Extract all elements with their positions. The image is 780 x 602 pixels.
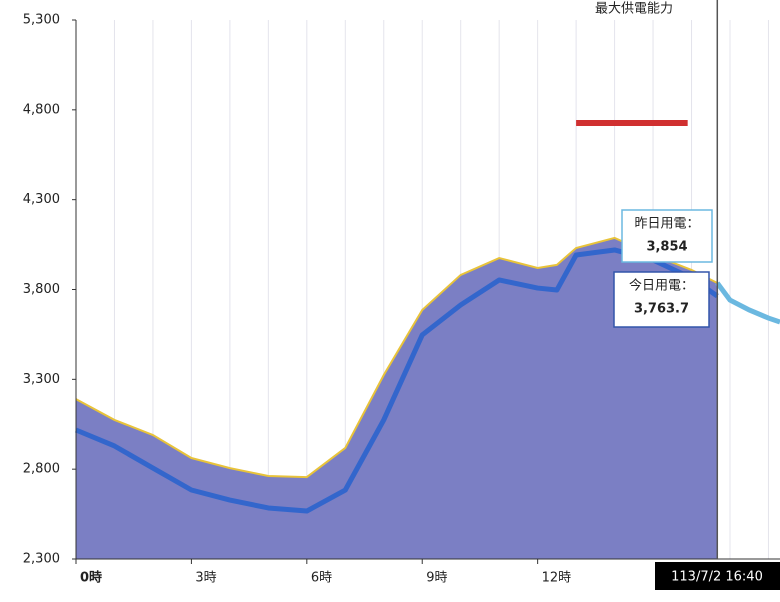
tooltip-value: 3,854 <box>646 240 687 255</box>
tooltip <box>613 271 710 328</box>
y-tick-label: 4,300 <box>23 192 60 207</box>
timestamp-box <box>655 562 780 590</box>
y-tick-label: 2,800 <box>23 462 60 477</box>
x-tick-label: 0時 <box>80 570 102 586</box>
x-tick-label: 3時 <box>195 571 216 586</box>
line <box>75 247 719 514</box>
x-tick-label: 9時 <box>426 571 447 586</box>
x-tick-label: 12時 <box>542 571 572 586</box>
capacity-label: 最大供電能力 <box>595 2 673 17</box>
tooltip <box>621 209 713 263</box>
y-tick-label: 3,300 <box>23 372 60 387</box>
y-tick-label: 3,800 <box>23 282 60 297</box>
y-tick-label: 2,300 <box>23 552 60 567</box>
area <box>76 237 718 559</box>
y-tick-label: 4,800 <box>23 102 60 117</box>
y-tick-label: 5,300 <box>23 13 60 28</box>
tooltip-value: 3,763.7 <box>634 302 689 317</box>
area-edge <box>75 236 718 479</box>
tooltip-label: 今日用電： <box>629 278 694 294</box>
x-tick-label: 6時 <box>311 571 332 586</box>
line <box>715 281 780 325</box>
tooltip-label: 昨日用電： <box>634 217 699 232</box>
timestamp: 113/7/2 16:40 <box>671 570 763 585</box>
